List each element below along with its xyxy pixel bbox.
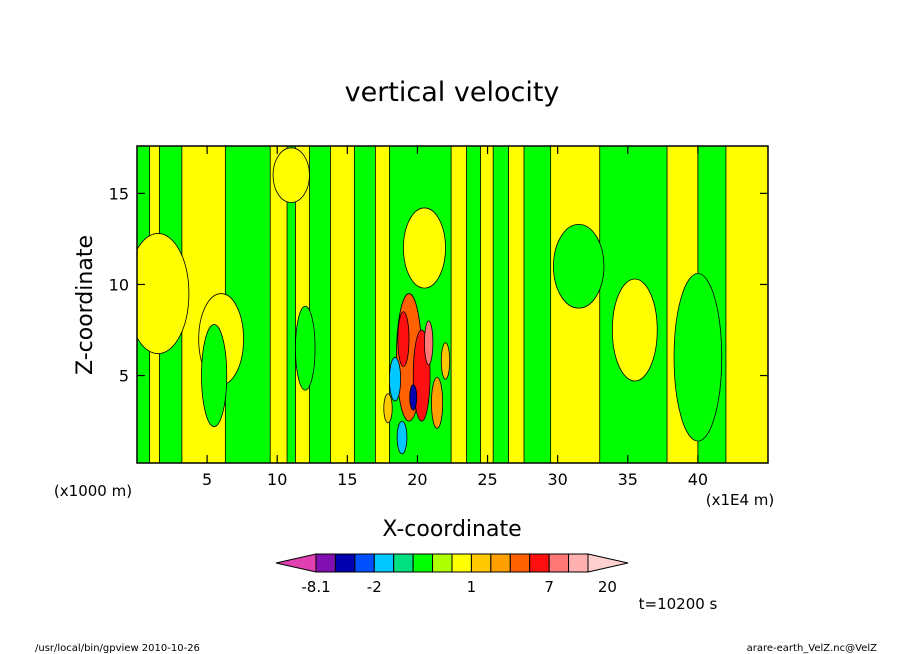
yellow-region	[611, 278, 658, 382]
colorbar-segment	[490, 553, 511, 573]
colorbar-segment	[548, 553, 570, 573]
core-cell	[431, 376, 444, 429]
x-tick-label: 5	[202, 470, 212, 489]
core-cell	[388, 356, 402, 402]
yellow-region	[137, 233, 190, 355]
time-label: t=10200 s	[639, 595, 718, 613]
yellow-band	[480, 146, 494, 463]
yellow-band	[330, 146, 355, 463]
core-cell	[383, 393, 393, 424]
colorbar-segment	[412, 553, 434, 573]
x-unit-note: (x1E4 m)	[706, 491, 775, 509]
colorbar-segment	[432, 553, 453, 573]
colorbar	[275, 553, 629, 573]
plot-frame	[136, 145, 769, 464]
x-tick-label: 30	[547, 470, 567, 489]
y-axis-label: Z-coordinate	[73, 235, 98, 375]
yellow-region	[403, 207, 446, 289]
yellow-region	[272, 147, 310, 203]
y-axis: 5 10 15	[109, 184, 768, 386]
yellow-band	[725, 146, 768, 463]
core-cell	[424, 320, 434, 366]
colorbar-segment	[373, 553, 395, 573]
y-unit-note: (x1000 m)	[54, 482, 132, 500]
colorbar-segment	[315, 553, 336, 573]
y-tick-label: 15	[109, 184, 129, 203]
yellow-band	[450, 146, 467, 463]
colorbar-segment	[393, 553, 414, 573]
x-tick-label: 40	[688, 470, 708, 489]
y-tick-label: 5	[119, 367, 129, 386]
x-tick-label: 35	[618, 470, 638, 489]
colorbar-segment	[529, 553, 550, 573]
colorbar-tick-label: -2	[367, 578, 382, 596]
colorbar-segment	[470, 553, 492, 573]
footer-left: /usr/local/bin/gpview 2010-10-26	[35, 643, 200, 654]
colorbar-tick-label: 1	[467, 578, 477, 596]
colorbar-segment	[509, 553, 531, 573]
colorbar-segment	[451, 553, 472, 573]
core-cell	[397, 311, 410, 367]
colorbar-segment	[354, 553, 375, 573]
colorbar-arrow-low	[275, 553, 317, 573]
colorbar-tick-label: -8.1	[301, 578, 330, 596]
core-cell	[440, 342, 451, 380]
x-axis-label: X-coordinate	[382, 517, 521, 542]
yellow-band	[374, 146, 390, 463]
plot-area	[137, 146, 768, 463]
colorbar-tick-label: 20	[598, 578, 617, 596]
chart-title: vertical velocity	[345, 77, 560, 108]
core-cell	[409, 384, 418, 411]
colorbar-segment	[568, 553, 589, 573]
contour-blobs	[137, 147, 723, 442]
x-tick-label: 25	[477, 470, 497, 489]
convective-core	[383, 293, 451, 455]
yellow-bands	[149, 146, 768, 463]
green-region	[201, 324, 228, 427]
yellow-band	[269, 146, 288, 463]
core-cell	[396, 420, 408, 455]
green-region	[295, 305, 316, 391]
colorbar-segment	[334, 553, 356, 573]
yellow-band	[508, 146, 525, 463]
x-tick-label: 10	[267, 470, 287, 489]
y-tick-label: 10	[109, 275, 129, 294]
footer-right: arare-earth_VelZ.nc@VelZ	[747, 643, 878, 654]
green-region	[553, 223, 605, 309]
colorbar-arrow-high	[587, 553, 629, 573]
x-tick-label: 15	[337, 470, 357, 489]
colorbar-tick-label: 7	[544, 578, 554, 596]
colorbar-ticks: -8.1 -2 1 7 20	[301, 578, 617, 596]
green-region	[673, 273, 723, 442]
x-tick-label: 20	[407, 470, 427, 489]
x-axis: 5 10 15 20 25 30 35 40	[202, 146, 708, 489]
